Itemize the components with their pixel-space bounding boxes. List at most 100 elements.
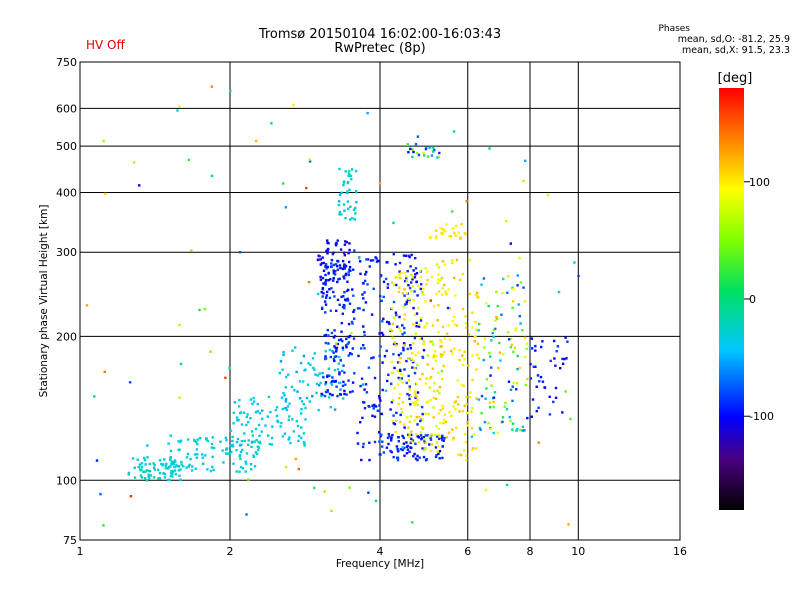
echo-point bbox=[418, 415, 421, 419]
echo-point bbox=[561, 362, 565, 365]
echo-point bbox=[416, 135, 420, 138]
echo-point bbox=[231, 445, 235, 448]
echo-point bbox=[168, 478, 171, 481]
echo-point bbox=[261, 409, 264, 412]
echo-point bbox=[363, 347, 366, 350]
echo-point bbox=[441, 434, 444, 437]
echo-point bbox=[414, 457, 418, 460]
echo-point bbox=[291, 418, 294, 421]
echo-point bbox=[471, 326, 474, 329]
echo-point bbox=[438, 450, 442, 453]
echo-point bbox=[492, 431, 495, 435]
echo-point bbox=[146, 444, 149, 447]
echo-point bbox=[163, 458, 166, 461]
echo-point bbox=[366, 283, 369, 286]
echo-point bbox=[339, 393, 343, 396]
echo-point bbox=[391, 419, 394, 423]
echo-point bbox=[164, 464, 167, 467]
echo-point bbox=[252, 400, 256, 403]
echo-point bbox=[478, 426, 481, 430]
echo-point bbox=[244, 460, 247, 463]
echo-point bbox=[426, 434, 430, 437]
echo-point bbox=[359, 384, 362, 388]
echo-point bbox=[349, 352, 352, 355]
echo-point bbox=[564, 390, 567, 393]
echo-point bbox=[495, 290, 498, 294]
echo-point bbox=[225, 452, 228, 455]
echo-point bbox=[399, 352, 403, 355]
echo-point bbox=[378, 431, 381, 434]
echo-point bbox=[396, 325, 399, 328]
echo-point bbox=[323, 300, 327, 303]
echo-point bbox=[332, 336, 336, 339]
echo-point bbox=[396, 361, 400, 364]
echo-point bbox=[338, 213, 341, 216]
echo-point bbox=[424, 267, 427, 270]
echo-point bbox=[275, 414, 279, 418]
echo-point bbox=[350, 178, 353, 181]
echo-point bbox=[330, 331, 334, 335]
echo-point bbox=[433, 355, 437, 358]
echo-point bbox=[472, 433, 476, 436]
echo-point bbox=[523, 300, 527, 303]
echo-point bbox=[487, 421, 490, 425]
echo-point bbox=[349, 218, 352, 221]
echo-point bbox=[441, 260, 445, 263]
echo-point bbox=[442, 439, 445, 442]
echo-point bbox=[139, 474, 143, 477]
echo-point bbox=[415, 152, 419, 155]
echo-point bbox=[414, 273, 417, 276]
echo-point bbox=[423, 325, 427, 328]
echo-point bbox=[431, 367, 435, 370]
echo-point bbox=[452, 405, 455, 408]
echo-point bbox=[308, 158, 311, 161]
echo-point bbox=[466, 411, 469, 415]
echo-point bbox=[350, 331, 353, 335]
echo-point bbox=[536, 374, 540, 377]
echo-point bbox=[399, 413, 402, 417]
echo-point bbox=[563, 357, 566, 361]
echo-point bbox=[460, 453, 463, 457]
echo-point bbox=[379, 399, 382, 402]
echo-point bbox=[284, 206, 287, 209]
echo-point bbox=[392, 300, 396, 304]
echo-point bbox=[156, 468, 160, 472]
echo-point bbox=[331, 376, 334, 379]
echo-point bbox=[247, 420, 250, 424]
echo-point bbox=[163, 472, 167, 476]
echo-point bbox=[152, 476, 156, 479]
echo-point bbox=[446, 306, 450, 310]
echo-point bbox=[505, 220, 508, 223]
echo-point bbox=[390, 436, 393, 439]
echo-point bbox=[292, 430, 295, 433]
echo-point bbox=[463, 432, 467, 436]
echo-point bbox=[381, 445, 384, 448]
echo-point bbox=[389, 328, 393, 331]
echo-point bbox=[428, 386, 431, 389]
echo-point bbox=[316, 258, 320, 262]
echo-point bbox=[421, 372, 424, 376]
echo-point bbox=[354, 212, 357, 215]
echo-point bbox=[408, 420, 411, 424]
echo-point bbox=[333, 295, 336, 298]
echo-point bbox=[343, 307, 346, 310]
echo-point bbox=[394, 344, 398, 347]
echo-point bbox=[356, 307, 360, 310]
echo-point bbox=[235, 449, 238, 452]
echo-point bbox=[415, 325, 418, 328]
echo-point bbox=[379, 345, 382, 348]
echo-point bbox=[174, 460, 177, 463]
echo-point bbox=[417, 440, 421, 444]
echo-point bbox=[389, 439, 393, 442]
echo-point bbox=[330, 258, 334, 262]
echo-point bbox=[191, 465, 194, 468]
echo-point bbox=[328, 348, 332, 352]
echo-point bbox=[363, 330, 366, 334]
echo-point bbox=[299, 397, 302, 400]
echo-point bbox=[513, 346, 516, 350]
echo-point bbox=[149, 474, 152, 477]
echo-point bbox=[441, 232, 445, 235]
echo-point bbox=[358, 307, 361, 310]
echo-point bbox=[180, 460, 183, 464]
echo-point bbox=[402, 436, 405, 440]
